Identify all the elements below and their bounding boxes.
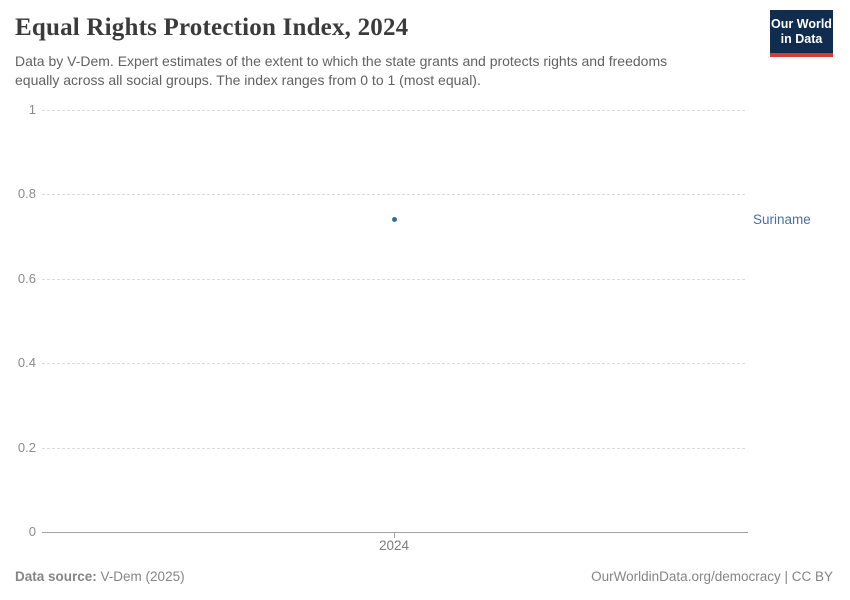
gridline [42,194,745,195]
data-point-suriname[interactable] [392,217,397,223]
gridline [42,363,745,364]
page-title: Equal Rights Protection Index, 2024 [15,14,409,41]
y-tick-label: 0 [28,524,36,539]
owid-url-license[interactable]: OurWorldinData.org/democracy | CC BY [591,569,833,584]
gridline [42,279,745,280]
chart-subtitle: Data by V-Dem. Expert estimates of the e… [15,52,667,90]
y-tick-label: 1 [28,102,36,117]
gridline [42,448,745,449]
owid-logo-line-2: in Data [780,31,823,46]
gridline [42,110,745,111]
owid-logo: Our World in Data [770,10,833,57]
data-source-label: Data source: [15,569,97,584]
owid-logo-line-1: Our World [771,17,832,31]
y-tick-label: 0.2 [17,440,36,455]
y-tick-label: 0.6 [17,271,36,286]
y-tick-label: 0.8 [17,186,36,201]
data-source-note: Data source: V-Dem (2025) [15,569,185,584]
data-source-value: V-Dem (2025) [100,569,185,584]
x-tick-mark [394,532,395,538]
y-tick-label: 0.4 [17,355,36,370]
subtitle-line-1: Data by V-Dem. Expert estimates of the e… [15,53,668,69]
x-tick-label: 2024 [378,538,410,553]
entity-label-suriname[interactable]: Suriname [753,211,811,227]
subtitle-line-2: equally across all social groups. The in… [15,72,481,88]
x-axis-line [42,532,748,533]
